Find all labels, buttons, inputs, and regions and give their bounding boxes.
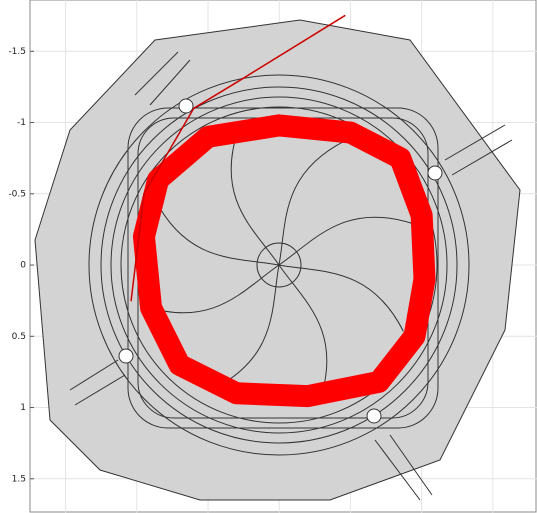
hole	[119, 349, 133, 363]
hole	[179, 99, 193, 113]
y-tick-label: -0.5	[8, 189, 26, 199]
geometry	[35, 20, 520, 500]
y-tick-label: 1	[20, 403, 26, 413]
y-tick-label: 1.5	[12, 474, 26, 484]
chart: -1.5 -1 -0.5 0 0.5 1 1.5	[0, 0, 537, 513]
y-tick-label: -1	[17, 118, 26, 128]
hole	[428, 166, 442, 180]
y-tick-label: -1.5	[8, 47, 26, 57]
hole	[367, 409, 381, 423]
y-tick-label: 0	[20, 261, 26, 271]
y-tick-label: 0.5	[12, 332, 26, 342]
